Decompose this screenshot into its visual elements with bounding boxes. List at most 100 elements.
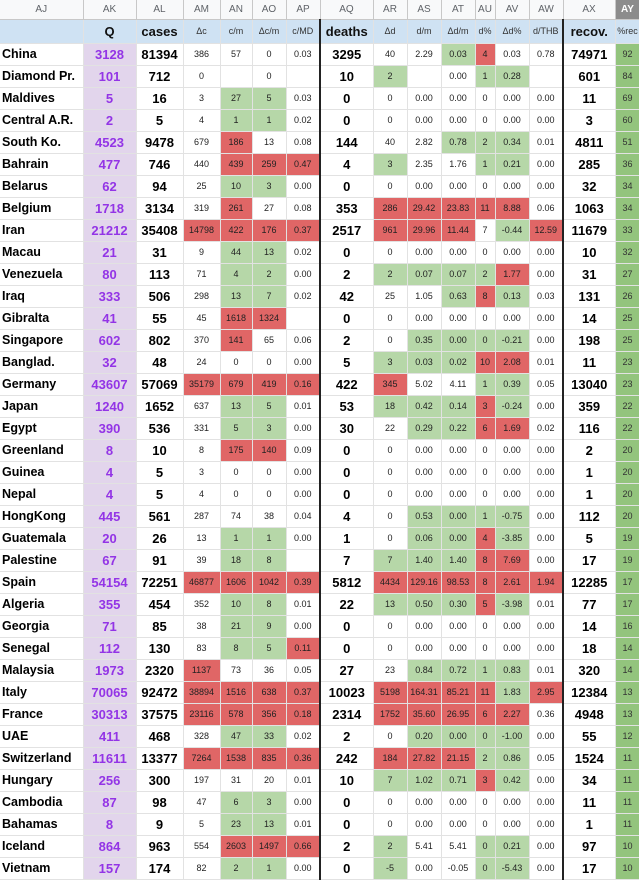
cases-cell[interactable]: 13377: [136, 747, 184, 770]
death-percent-cell[interactable]: 8: [475, 571, 496, 594]
deaths-per-million-cell[interactable]: 5.02: [407, 373, 442, 396]
delta-death-percent-cell[interactable]: 0.00: [495, 813, 530, 836]
deaths-cell[interactable]: 1: [319, 527, 374, 550]
delta-deaths-cell[interactable]: 0: [373, 461, 408, 484]
delta-cases-cell[interactable]: 7264: [183, 747, 221, 770]
deaths-per-thb-cell[interactable]: 12.59: [529, 219, 564, 242]
delta-deaths-per-million-cell[interactable]: 0.07: [441, 263, 476, 286]
country-cell[interactable]: Singapore: [0, 329, 84, 352]
deaths-per-million-cell[interactable]: 0.00: [407, 813, 442, 836]
deaths-per-million-cell[interactable]: 1.02: [407, 769, 442, 792]
country-cell[interactable]: UAE: [0, 725, 84, 748]
country-cell[interactable]: Senegal: [0, 637, 84, 660]
deaths-per-million-cell[interactable]: 0.00: [407, 461, 442, 484]
recovered-cell[interactable]: 285: [562, 153, 616, 176]
death-percent-cell[interactable]: 4: [475, 43, 496, 66]
recovered-cell[interactable]: 17: [562, 857, 616, 880]
death-percent-cell[interactable]: 0: [475, 791, 496, 814]
recovered-cell[interactable]: 17: [562, 549, 616, 572]
cases-per-md-cell[interactable]: 0.08: [286, 197, 321, 220]
recovered-cell[interactable]: 13040: [562, 373, 616, 396]
cases-per-million-cell[interactable]: 1516: [220, 681, 253, 704]
recovered-cell[interactable]: 112: [562, 505, 616, 528]
death-percent-cell[interactable]: 4: [475, 527, 496, 550]
recovered-percent-cell[interactable]: 20: [615, 461, 639, 484]
q-cell[interactable]: 157: [83, 857, 137, 880]
delta-deaths-per-million-cell[interactable]: 0.00: [441, 109, 476, 132]
cases-cell[interactable]: 26: [136, 527, 184, 550]
q-cell[interactable]: 54154: [83, 571, 137, 594]
delta-deaths-per-million-cell[interactable]: 0.03: [441, 43, 476, 66]
delta-cases-cell[interactable]: 0: [183, 65, 221, 88]
deaths-cell[interactable]: 0: [319, 857, 374, 880]
cases-cell[interactable]: 1652: [136, 395, 184, 418]
column-header-ar[interactable]: AR: [373, 0, 408, 20]
deaths-cell[interactable]: 0: [319, 109, 374, 132]
country-cell[interactable]: Banglad.: [0, 351, 84, 374]
recovered-percent-cell[interactable]: 32: [615, 241, 639, 264]
header-cell[interactable]: d/THB: [529, 19, 564, 44]
death-percent-cell[interactable]: 7: [475, 219, 496, 242]
q-cell[interactable]: 4: [83, 461, 137, 484]
cases-per-million-cell[interactable]: 1: [220, 109, 253, 132]
death-percent-cell[interactable]: 11: [475, 197, 496, 220]
deaths-per-thb-cell[interactable]: 0.00: [529, 505, 564, 528]
cases-per-md-cell[interactable]: 0.18: [286, 703, 321, 726]
recovered-cell[interactable]: 34: [562, 769, 616, 792]
delta-cases-per-million-cell[interactable]: 5: [252, 87, 287, 110]
delta-death-percent-cell[interactable]: 1.83: [495, 681, 530, 704]
delta-cases-cell[interactable]: 331: [183, 417, 221, 440]
delta-cases-cell[interactable]: 319: [183, 197, 221, 220]
recovered-percent-cell[interactable]: 20: [615, 483, 639, 506]
deaths-cell[interactable]: 4: [319, 153, 374, 176]
delta-death-percent-cell[interactable]: -5.43: [495, 857, 530, 880]
delta-death-percent-cell[interactable]: 0.00: [495, 87, 530, 110]
delta-deaths-cell[interactable]: 25: [373, 285, 408, 308]
cases-per-md-cell[interactable]: 0.04: [286, 505, 321, 528]
death-percent-cell[interactable]: 0: [475, 835, 496, 858]
recovered-percent-cell[interactable]: 27: [615, 263, 639, 286]
deaths-per-thb-cell[interactable]: 0.05: [529, 747, 564, 770]
delta-cases-per-million-cell[interactable]: 3: [252, 175, 287, 198]
cases-cell[interactable]: 35408: [136, 219, 184, 242]
delta-deaths-cell[interactable]: 0: [373, 813, 408, 836]
deaths-per-million-cell[interactable]: 0.53: [407, 505, 442, 528]
deaths-per-thb-cell[interactable]: 0.06: [529, 197, 564, 220]
q-cell[interactable]: 411: [83, 725, 137, 748]
header-cell[interactable]: deaths: [319, 19, 374, 44]
header-cell[interactable]: Δc: [183, 19, 221, 44]
deaths-per-million-cell[interactable]: 29.96: [407, 219, 442, 242]
delta-death-percent-cell[interactable]: 0.00: [495, 791, 530, 814]
q-cell[interactable]: 602: [83, 329, 137, 352]
delta-deaths-per-million-cell[interactable]: 0.00: [441, 813, 476, 836]
delta-cases-cell[interactable]: 38: [183, 615, 221, 638]
delta-deaths-per-million-cell[interactable]: 0.00: [441, 637, 476, 660]
country-cell[interactable]: Iran: [0, 219, 84, 242]
deaths-cell[interactable]: 0: [319, 241, 374, 264]
deaths-cell[interactable]: 242: [319, 747, 374, 770]
death-percent-cell[interactable]: 6: [475, 703, 496, 726]
q-cell[interactable]: 21: [83, 241, 137, 264]
recovered-percent-cell[interactable]: 13: [615, 681, 639, 704]
country-cell[interactable]: Egypt: [0, 417, 84, 440]
delta-cases-per-million-cell[interactable]: 8: [252, 593, 287, 616]
delta-cases-cell[interactable]: 637: [183, 395, 221, 418]
delta-cases-per-million-cell[interactable]: 13: [252, 813, 287, 836]
country-cell[interactable]: Guinea: [0, 461, 84, 484]
column-header-aw[interactable]: AW: [529, 0, 564, 20]
recovered-percent-cell[interactable]: 13: [615, 703, 639, 726]
deaths-per-thb-cell[interactable]: 0.00: [529, 395, 564, 418]
delta-death-percent-cell[interactable]: 0.00: [495, 637, 530, 660]
delta-cases-per-million-cell[interactable]: 140: [252, 439, 287, 462]
recovered-cell[interactable]: 74971: [562, 43, 616, 66]
cases-per-million-cell[interactable]: 1: [220, 527, 253, 550]
cases-per-million-cell[interactable]: 5: [220, 417, 253, 440]
delta-death-percent-cell[interactable]: 0.21: [495, 153, 530, 176]
delta-deaths-per-million-cell[interactable]: 85.21: [441, 681, 476, 704]
deaths-cell[interactable]: 10: [319, 65, 374, 88]
delta-death-percent-cell[interactable]: 8.88: [495, 197, 530, 220]
cases-per-md-cell[interactable]: 0.00: [286, 791, 321, 814]
cases-per-million-cell[interactable]: 13: [220, 285, 253, 308]
country-cell[interactable]: France: [0, 703, 84, 726]
deaths-per-thb-cell[interactable]: 0.00: [529, 769, 564, 792]
